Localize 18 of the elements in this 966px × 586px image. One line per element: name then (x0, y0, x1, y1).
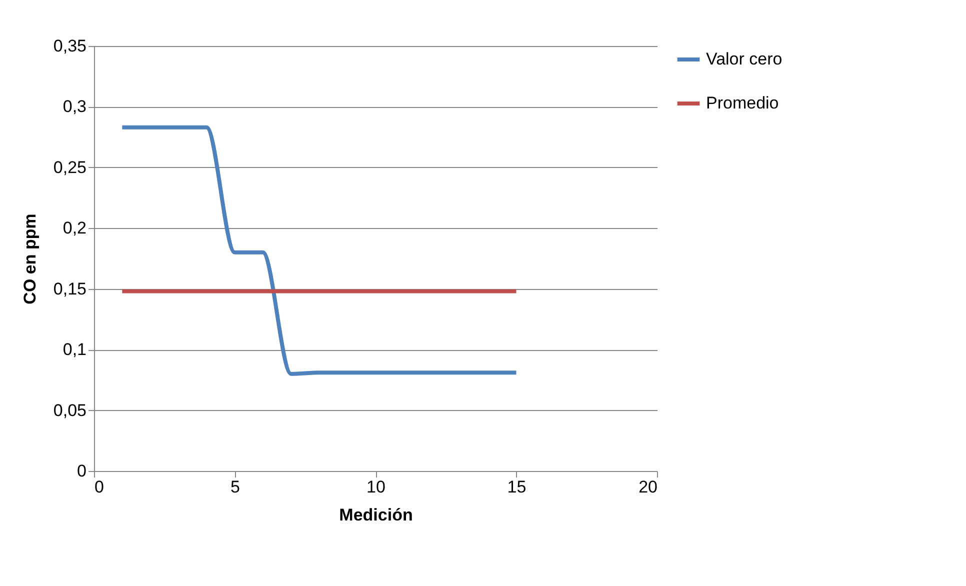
y-tick-label: 0,15 (53, 279, 86, 298)
y-tick-label: 0,2 (62, 218, 86, 238)
y-tick-label: 0,25 (53, 158, 86, 177)
x-tick-label: 15 (507, 478, 526, 496)
x-tick-label: 20 (638, 478, 658, 496)
x-axis-title: Medición (339, 506, 413, 524)
y-tick-label: 0,3 (62, 97, 86, 116)
line-series (120, 125, 518, 376)
y-tick-label: 0,1 (62, 340, 86, 360)
y-tick-label: 0,35 (53, 36, 86, 56)
x-tick-label: 5 (230, 478, 240, 496)
legend-label: Promedio (706, 94, 779, 112)
y-tick-label: 0,05 (53, 400, 86, 420)
y-axis-title: CO en ppm (20, 214, 40, 304)
x-tick-label: 10 (366, 478, 386, 496)
x-tick-label: 0 (94, 478, 104, 496)
y-tick-label: 0 (77, 462, 86, 480)
legend-label: Valor cero (706, 50, 782, 68)
